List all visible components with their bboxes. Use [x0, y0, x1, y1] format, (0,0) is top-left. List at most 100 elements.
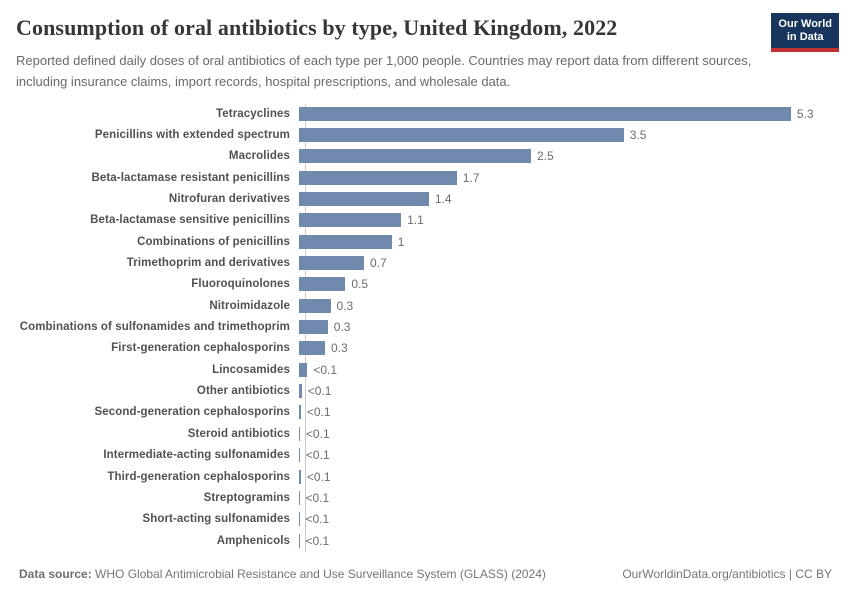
- bar-zone: 0.5: [298, 274, 834, 295]
- bar[interactable]: [299, 320, 328, 335]
- bar[interactable]: [299, 405, 301, 420]
- bar[interactable]: [299, 277, 346, 292]
- category-label: Intermediate-acting sulfonamides: [103, 449, 290, 462]
- bar[interactable]: [299, 192, 429, 207]
- table-row: Trimethoprim and derivatives 0.7: [16, 252, 834, 273]
- bar[interactable]: [299, 426, 300, 441]
- bar-zone: <0.1: [298, 530, 834, 551]
- value-label: <0.1: [305, 448, 330, 463]
- value-label: <0.1: [305, 533, 330, 548]
- category-label: Amphenicols: [216, 534, 290, 547]
- bar-zone: 3.5: [298, 124, 834, 145]
- table-row: Nitroimidazole 0.3: [16, 295, 834, 316]
- table-row: Macrolides 2.5: [16, 146, 834, 167]
- table-row: Other antibiotics <0.1: [16, 380, 834, 401]
- chart-title: Consumption of oral antibiotics by type,…: [16, 15, 618, 40]
- bar[interactable]: [299, 106, 791, 121]
- value-label: 1.1: [407, 213, 424, 228]
- value-label: <0.1: [306, 405, 331, 420]
- table-row: Intermediate-acting sulfonamides <0.1: [16, 445, 834, 466]
- chart-header: Consumption of oral antibiotics by type,…: [16, 14, 760, 92]
- bar-zone: <0.1: [298, 487, 834, 508]
- table-row: Penicillins with extended spectrum 3.5: [16, 124, 834, 145]
- category-label: Nitroimidazole: [209, 299, 290, 312]
- category-label: Combinations of sulfonamides and trimeth…: [19, 321, 290, 334]
- bar-zone: <0.1: [298, 466, 834, 487]
- bar-zone: 0.3: [298, 316, 834, 337]
- owid-logo-line2: in Data: [786, 31, 824, 43]
- bar[interactable]: [299, 234, 392, 249]
- table-row: First-generation cephalosporins 0.3: [16, 338, 834, 359]
- owid-logo[interactable]: Our World in Data: [771, 13, 839, 52]
- value-label: 1: [397, 234, 405, 249]
- bar[interactable]: [299, 256, 364, 271]
- owid-logo-line1: Our World: [778, 18, 832, 30]
- value-label: <0.1: [305, 512, 330, 527]
- bar[interactable]: [299, 298, 331, 313]
- bar-zone: 0.3: [298, 338, 834, 359]
- table-row: Third-generation cephalosporins <0.1: [16, 466, 834, 487]
- bar[interactable]: [299, 469, 301, 484]
- bar-zone: 1.1: [298, 210, 834, 231]
- value-label: <0.1: [305, 490, 330, 505]
- owid-url-license[interactable]: OurWorldinData.org/antibiotics | CC BY: [622, 567, 832, 581]
- value-label: 0.5: [351, 277, 369, 292]
- bar-zone: <0.1: [298, 402, 834, 423]
- value-label: 3.5: [629, 128, 647, 143]
- bar-zone: <0.1: [298, 359, 834, 380]
- category-label: Steroid antibiotics: [187, 427, 290, 440]
- table-row: Beta-lactamase resistant penicillins 1.7: [16, 167, 834, 188]
- table-row: Beta-lactamase sensitive penicillins 1.1: [16, 210, 834, 231]
- category-label: Streptogramins: [203, 491, 290, 504]
- bar[interactable]: [299, 362, 308, 377]
- bar-chart: Tetracyclines 5.3 Penicillins with exten…: [16, 103, 834, 553]
- value-label: <0.1: [313, 362, 338, 377]
- bar-zone: 1: [298, 231, 834, 252]
- category-label: Beta-lactamase resistant penicillins: [91, 171, 290, 184]
- data-source-label: Data source:: [19, 567, 92, 581]
- data-source-text: WHO Global Antimicrobial Resistance and …: [91, 567, 546, 581]
- category-label: Beta-lactamase sensitive penicillins: [90, 214, 290, 227]
- table-row: Steroid antibiotics <0.1: [16, 423, 834, 444]
- bar[interactable]: [299, 128, 624, 143]
- category-label: Third-generation cephalosporins: [107, 470, 290, 483]
- value-label: 2.5: [537, 149, 554, 164]
- category-label: Macrolides: [228, 150, 290, 163]
- value-label: 0.3: [333, 320, 351, 335]
- value-label: 0.7: [369, 256, 387, 271]
- category-label: Nitrofuran derivatives: [168, 193, 290, 206]
- chart-subtitle: Reported defined daily doses of oral ant…: [16, 53, 752, 89]
- bar-zone: 0.3: [298, 295, 834, 316]
- value-label: 1.7: [462, 170, 480, 185]
- category-label: Other antibiotics: [196, 385, 290, 398]
- bar[interactable]: [299, 149, 531, 164]
- bar[interactable]: [299, 448, 300, 463]
- value-label: 1.4: [434, 192, 452, 207]
- bar[interactable]: [299, 341, 325, 356]
- table-row: Tetracyclines 5.3: [16, 103, 834, 124]
- value-label: <0.1: [306, 469, 331, 484]
- bar[interactable]: [299, 384, 302, 399]
- category-label: Tetracyclines: [216, 107, 290, 120]
- bar-zone: <0.1: [298, 380, 834, 401]
- bar-zone: 0.7: [298, 252, 834, 273]
- table-row: Amphenicols <0.1: [16, 530, 834, 551]
- category-label: Trimethoprim and derivatives: [126, 257, 290, 270]
- bar[interactable]: [299, 170, 457, 185]
- table-row: Combinations of sulfonamides and trimeth…: [16, 316, 834, 337]
- table-row: Streptogramins <0.1: [16, 487, 834, 508]
- category-label: Combinations of penicillins: [137, 235, 290, 248]
- bar[interactable]: [299, 213, 402, 228]
- value-label: 5.3: [796, 106, 814, 121]
- bar-zone: <0.1: [298, 509, 834, 530]
- bar-zone: 2.5: [298, 146, 834, 167]
- bar-rows: Tetracyclines 5.3 Penicillins with exten…: [16, 103, 834, 551]
- data-source-note: Data source: WHO Global Antimicrobial Re…: [19, 567, 546, 581]
- bar-zone: 5.3: [298, 103, 834, 124]
- value-label: <0.1: [305, 426, 330, 441]
- category-label: Lincosamides: [212, 363, 290, 376]
- value-label: 0.3: [330, 341, 348, 356]
- bar-zone: 1.4: [298, 188, 834, 209]
- table-row: Nitrofuran derivatives 1.4: [16, 188, 834, 209]
